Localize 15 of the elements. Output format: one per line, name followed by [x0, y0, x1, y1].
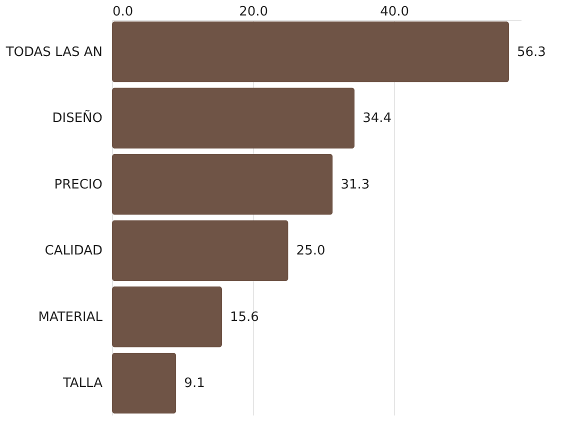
y-tick-label: MATERIAL [38, 310, 104, 325]
data-label: 31.3 [340, 177, 370, 192]
x-tick-label: 20.0 [239, 4, 268, 20]
y-tick-label: PRECIO [54, 177, 102, 192]
x-tick-label: 0.0 [112, 4, 134, 20]
y-tick-label: CALIDAD [44, 244, 102, 259]
data-label: 15.6 [230, 310, 259, 325]
data-label: 9.1 [184, 376, 205, 392]
x-tick-label: 40.0 [380, 4, 410, 20]
y-tick-label: TALLA [62, 376, 103, 392]
data-label: 56.3 [517, 44, 546, 60]
y-tick-label: TODAS LAS AN [4, 44, 102, 60]
data-label: 25.0 [296, 244, 326, 259]
data-label: 34.4 [362, 111, 392, 126]
y-tick-label: DISEÑO [52, 110, 102, 126]
